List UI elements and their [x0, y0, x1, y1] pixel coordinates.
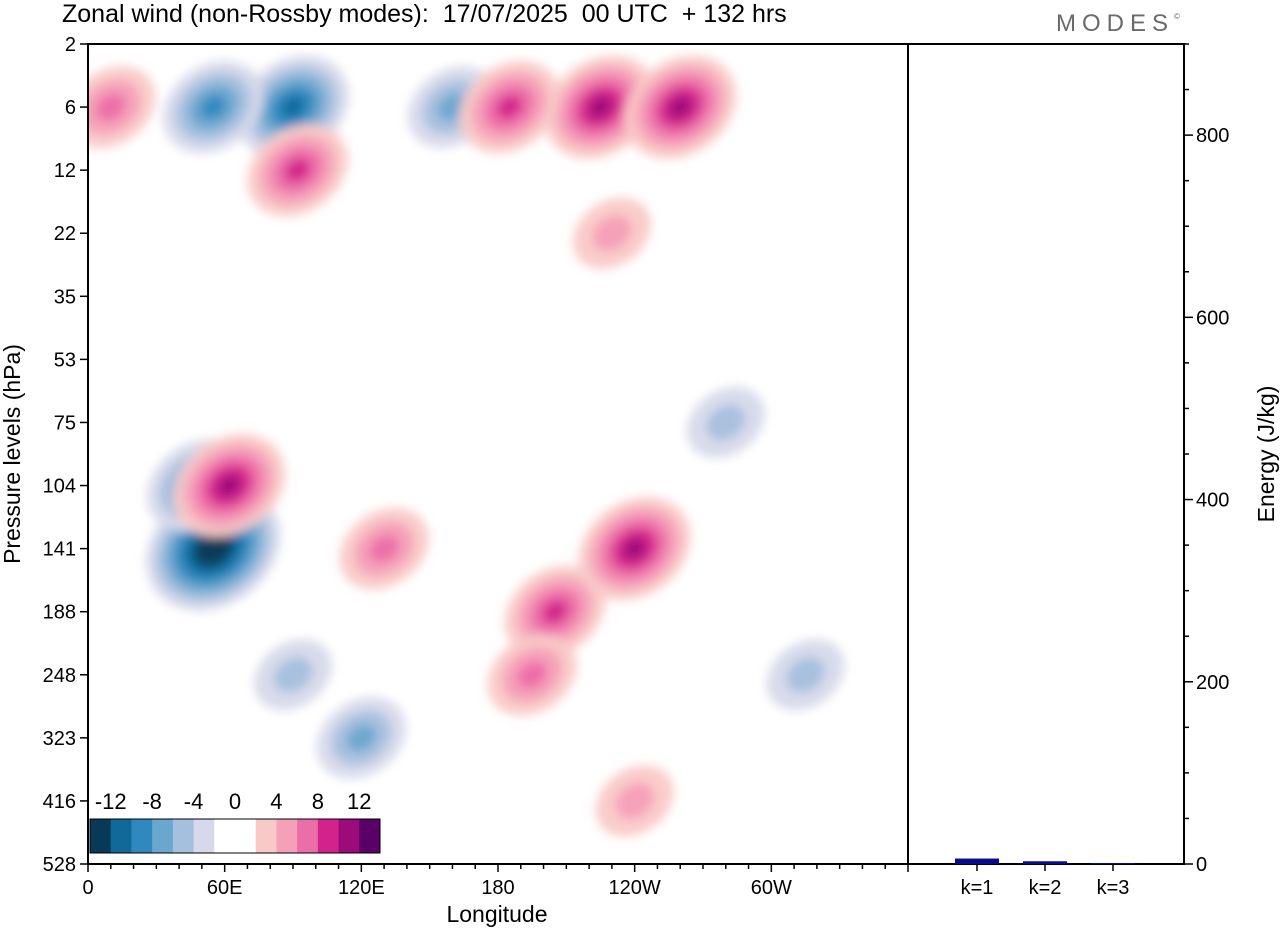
colorbar-swatch — [110, 819, 132, 853]
contour-blob — [284, 158, 311, 182]
y-tick-label: 75 — [54, 412, 76, 434]
energy-category-label: k=2 — [1029, 877, 1062, 899]
y-tick-label: 528 — [43, 854, 76, 876]
colorbar-swatch — [90, 819, 112, 853]
x-tick-label: 0 — [82, 877, 93, 899]
brand-text: MODES — [1056, 10, 1175, 37]
energy-y-tick-label: 600 — [1196, 307, 1229, 329]
y-tick-label: 141 — [43, 539, 76, 561]
contour-blob — [281, 96, 305, 118]
x-tick-label: 120E — [338, 877, 385, 899]
contour-blob — [369, 534, 399, 563]
contour-blob — [592, 215, 632, 252]
colorbar-swatch — [255, 819, 277, 853]
contour-blob — [589, 96, 612, 118]
energy-bars: k=1 k=2 k=3 — [955, 858, 1135, 899]
y-tick-label: 35 — [54, 286, 76, 308]
contour-blob — [669, 96, 692, 118]
colorbar-frame — [89, 818, 381, 854]
colorbar-swatch — [359, 819, 381, 853]
contour-blob — [623, 538, 646, 559]
energy-category-label: k=1 — [961, 877, 994, 899]
y-axis-title: Pressure levels (hPa) — [0, 344, 25, 564]
y-tick-label: 248 — [43, 665, 76, 687]
energy-axis-title: Energy (J/kg) — [1253, 386, 1279, 523]
y-tick-label: 6 — [65, 97, 76, 119]
energy-y-tick-label: 400 — [1196, 490, 1229, 512]
y-tick-label: 22 — [54, 223, 76, 245]
x-tick-label: 60E — [207, 877, 243, 899]
x-tick-label: 60W — [751, 877, 792, 899]
contour-blob — [203, 539, 223, 558]
y-tick-label: 416 — [43, 791, 76, 813]
contour-blob — [95, 93, 126, 121]
x-tick-label: 180 — [481, 877, 514, 899]
x-tick-label: 120W — [609, 877, 661, 899]
colorbar-swatch — [317, 819, 340, 853]
colorbar-label: -4 — [184, 789, 204, 814]
y-tick-label: 2 — [65, 34, 76, 56]
longitude-axis: 0 60E 120E 180 120W 60W — [82, 864, 909, 899]
colorbar-label: -12 — [95, 789, 127, 814]
colorbar-swatch — [276, 819, 298, 853]
y-tick-label: 188 — [43, 602, 76, 624]
colorbar-swatch — [193, 819, 215, 853]
colorbar-label: 4 — [270, 789, 282, 814]
contour-blob — [218, 475, 241, 496]
energy-y-tick-label: 0 — [1196, 854, 1207, 876]
brand-logo: MODES© — [1056, 10, 1180, 38]
colorbar: -12 -8 -4 0 4 8 12 — [89, 789, 381, 854]
contour-blob — [496, 95, 522, 119]
energy-bar — [1091, 863, 1135, 865]
pressure-axis: 2 6 12 22 35 53 75 104 141 188 248 323 416 528 — [43, 34, 88, 876]
colorbar-label: 8 — [312, 789, 324, 814]
x-axis-title: Longitude — [446, 901, 547, 927]
y-tick-label: 53 — [54, 349, 76, 371]
contour-blob — [615, 783, 655, 819]
y-tick-label: 323 — [43, 728, 76, 750]
colorbar-swatch — [131, 819, 153, 853]
contour-field — [88, 55, 845, 837]
colorbar-label: -8 — [142, 789, 162, 814]
colorbar-swatch — [214, 819, 236, 853]
energy-y-tick-label: 200 — [1196, 672, 1229, 694]
colorbar-label: 0 — [229, 789, 241, 814]
energy-plot-frame — [907, 43, 1185, 865]
energy-axis: 0 200 400 600 800 — [1184, 43, 1229, 876]
contour-blob — [273, 656, 313, 693]
energy-bar — [1023, 861, 1067, 864]
contour-blob — [200, 95, 226, 119]
contour-blob — [517, 661, 548, 689]
colorbar-swatch — [338, 819, 360, 853]
colorbar-swatch — [152, 819, 174, 853]
contour-blob — [542, 600, 568, 624]
energy-category-label: k=3 — [1097, 877, 1130, 899]
y-tick-label: 104 — [43, 476, 76, 498]
contour-blob — [786, 656, 825, 693]
colorbar-swatch — [235, 819, 257, 853]
energy-bar — [955, 858, 999, 864]
chart-title: Zonal wind (non-Rossby modes): 17/07/202… — [62, 0, 787, 28]
y-tick-label: 12 — [54, 160, 76, 182]
colorbar-swatch — [297, 819, 319, 853]
brand-mark: © — [1174, 12, 1180, 21]
colorbar-label: 12 — [347, 789, 371, 814]
contour-blob — [346, 724, 377, 752]
energy-y-tick-label: 800 — [1196, 125, 1229, 147]
colorbar-swatch — [172, 819, 195, 853]
contour-blob — [706, 404, 746, 441]
